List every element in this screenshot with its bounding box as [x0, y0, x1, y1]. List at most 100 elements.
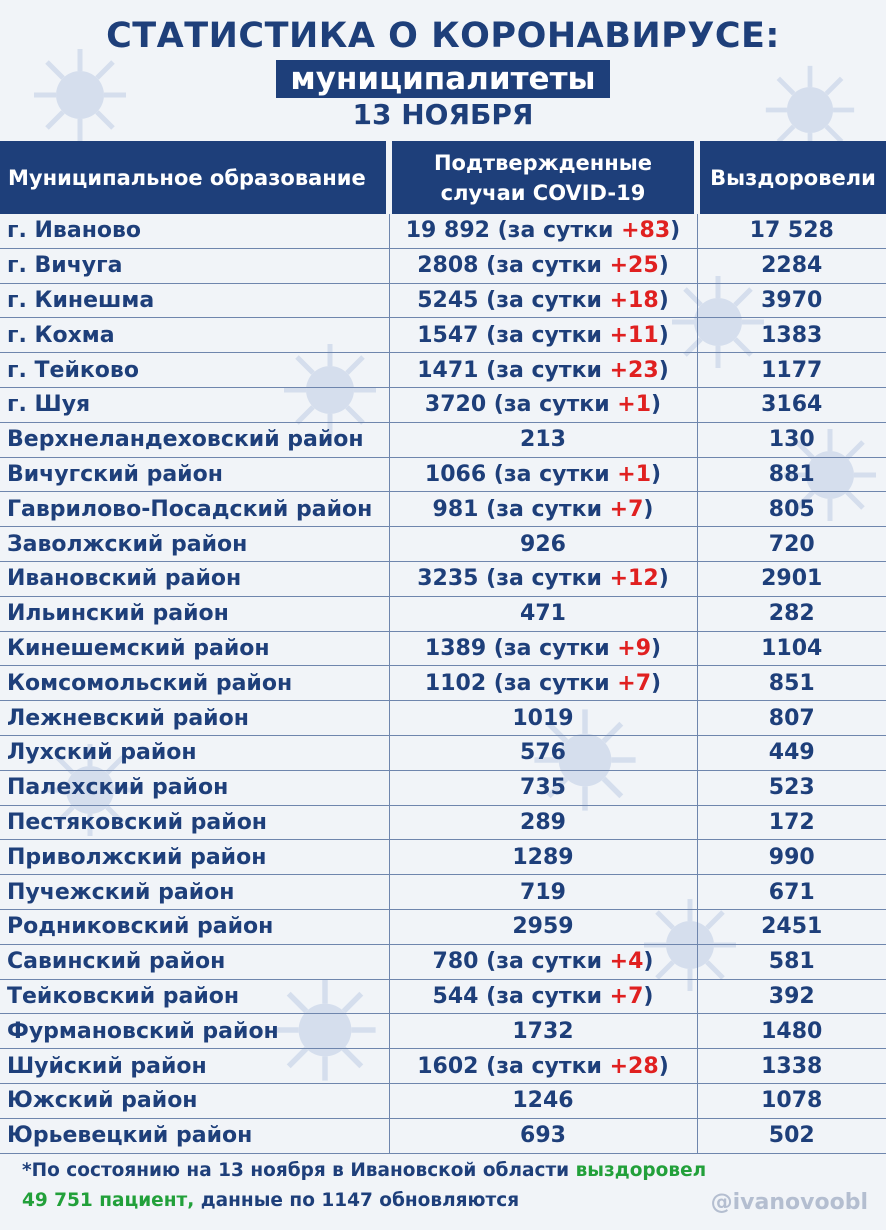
table-row: Вичугский район 1066 (за сутки +1) 881: [0, 457, 886, 493]
daily-suffix: ): [643, 496, 654, 522]
confirmed-cases: 735: [389, 770, 698, 806]
recovered-count: 581: [697, 944, 886, 980]
confirmed-cases: 1732: [389, 1013, 698, 1050]
daily-suffix: ): [651, 670, 662, 696]
cases-value: 1019: [512, 705, 574, 731]
confirmed-cases: 1246: [389, 1083, 698, 1119]
confirmed-cases: 289: [389, 805, 698, 841]
daily-increase: +83: [621, 218, 671, 244]
daily-increase: +1: [617, 461, 652, 487]
confirmed-cases: 3720 (за сутки +1): [389, 387, 698, 423]
municipality-name: Кинешемский район: [0, 631, 390, 667]
municipality-name: Лухский район: [0, 735, 390, 771]
recovered-count: 1104: [697, 631, 886, 667]
municipality-name: Приволжский район: [0, 839, 390, 876]
cases-value: 693: [520, 1123, 566, 1149]
daily-suffix: ): [670, 218, 681, 244]
recovered-count: 807: [697, 700, 886, 736]
confirmed-cases: 213: [389, 422, 698, 458]
recovered-count: 3970: [697, 283, 886, 319]
municipality-name: Комсомольский район: [0, 665, 390, 702]
confirmed-cases: 576: [389, 735, 698, 771]
daily-suffix: ): [658, 253, 669, 279]
cases-value: 1102: [424, 670, 487, 696]
page-title: СТАТИСТИКА О КОРОНАВИРУСЕ:: [106, 16, 780, 56]
recovered-count: 671: [697, 874, 886, 910]
cases-value: 1246: [512, 1088, 574, 1114]
cases-value: 544: [432, 983, 479, 1009]
municipality-name: Пестяковский район: [0, 805, 390, 841]
confirmed-cases: 544 (за сутки +7): [389, 979, 698, 1015]
cases-value: 780: [432, 949, 479, 975]
daily-suffix: ): [658, 287, 669, 313]
table-row: Заволжский район 926 720: [0, 526, 886, 562]
cases-value: 1547: [417, 322, 479, 348]
municipality-name: Родниковский район: [0, 909, 390, 945]
cases-value: 289: [520, 809, 566, 835]
daily-suffix: ): [658, 357, 669, 383]
table-row: Шуйский район 1602 (за сутки +28) 1338: [0, 1048, 886, 1084]
page-subtitle: муниципалитеты: [276, 60, 610, 98]
table-row: Кинешемский район 1389 (за сутки +9) 1104: [0, 631, 886, 667]
daily-label: (за сутки: [493, 392, 618, 418]
municipality-name: Вичугский район: [0, 457, 390, 493]
daily-label: (за сутки: [493, 461, 618, 487]
cases-value: 471: [520, 601, 566, 627]
municipality-name: Шуйский район: [0, 1048, 390, 1084]
municipality-name: Ивановский район: [0, 561, 390, 597]
cases-value: 1066: [424, 461, 487, 487]
table-row: г. Кинешма 5245 (за сутки +18) 3970: [0, 283, 886, 319]
table-row: Южский район 1246 1078: [0, 1083, 886, 1119]
table-row: Савинский район 780 (за сутки +4) 581: [0, 944, 886, 980]
cases-value: 3235: [417, 566, 479, 592]
cases-value: 2959: [512, 914, 574, 940]
daily-suffix: ): [643, 983, 654, 1009]
table-row: Приволжский район 1289 990: [0, 839, 886, 876]
confirmed-cases: 471: [389, 596, 698, 632]
table-row: Комсомольский район 1102 (за сутки +7) 851: [0, 665, 886, 702]
cases-value: 3720: [424, 392, 487, 418]
table-row: Юрьевецкий район 693 502: [0, 1118, 886, 1154]
confirmed-cases: 1389 (за сутки +9): [389, 631, 698, 667]
column-header-cases-label: Подтвержденные случаи COVID-19: [433, 150, 653, 205]
recovered-count: 1177: [697, 352, 886, 388]
confirmed-cases: 1289: [389, 839, 698, 876]
daily-suffix: ): [658, 566, 669, 592]
cases-value: 1289: [512, 844, 574, 870]
confirmed-cases: 719: [389, 874, 698, 910]
cases-value: 1471: [417, 357, 479, 383]
table-row: г. Шуя 3720 (за сутки +1) 3164: [0, 387, 886, 423]
table-row: г. Кохма 1547 (за сутки +11) 1383: [0, 317, 886, 354]
confirmed-cases: 2959: [389, 909, 698, 945]
social-handle: @ivanovoobl: [710, 1190, 868, 1215]
municipality-name: г. Кохма: [0, 317, 390, 354]
daily-suffix: ): [643, 949, 654, 975]
municipality-name: г. Кинешма: [0, 283, 390, 319]
daily-increase: +23: [609, 357, 659, 383]
confirmed-cases: 693: [389, 1118, 698, 1154]
daily-suffix: ): [651, 635, 662, 661]
recovered-count: 523: [697, 770, 886, 806]
cases-value: 576: [520, 740, 566, 766]
daily-suffix: ): [651, 392, 662, 418]
daily-label: (за сутки: [493, 635, 618, 661]
municipality-name: Савинский район: [0, 944, 390, 980]
confirmed-cases: 1102 (за сутки +7): [389, 665, 698, 702]
municipality-name: Гаврилово-Посадский район: [0, 491, 390, 528]
municipality-name: Юрьевецкий район: [0, 1118, 390, 1154]
recovered-count: 881: [697, 457, 886, 493]
recovered-count: 805: [697, 491, 886, 528]
municipality-name: Тейковский район: [0, 979, 390, 1015]
cases-value: 1732: [512, 1018, 574, 1044]
municipality-name: Пучежский район: [0, 874, 390, 910]
footnote-text: *По состоянию на 13 ноября в Ивановской …: [22, 1160, 576, 1181]
confirmed-cases: 1066 (за сутки +1): [389, 457, 698, 493]
daily-label: (за сутки: [486, 357, 610, 383]
virus-icon: [765, 65, 855, 155]
recovered-count: 130: [697, 422, 886, 458]
table-row: Тейковский район 544 (за сутки +7) 392: [0, 979, 886, 1015]
municipality-name: Верхнеландеховский район: [0, 422, 390, 458]
column-header-recovered: Выздоровели: [697, 141, 886, 214]
table-row: г. Иваново 19 892 (за сутки +83) 17 528: [0, 214, 886, 249]
table-row: Палехский район 735 523: [0, 770, 886, 806]
